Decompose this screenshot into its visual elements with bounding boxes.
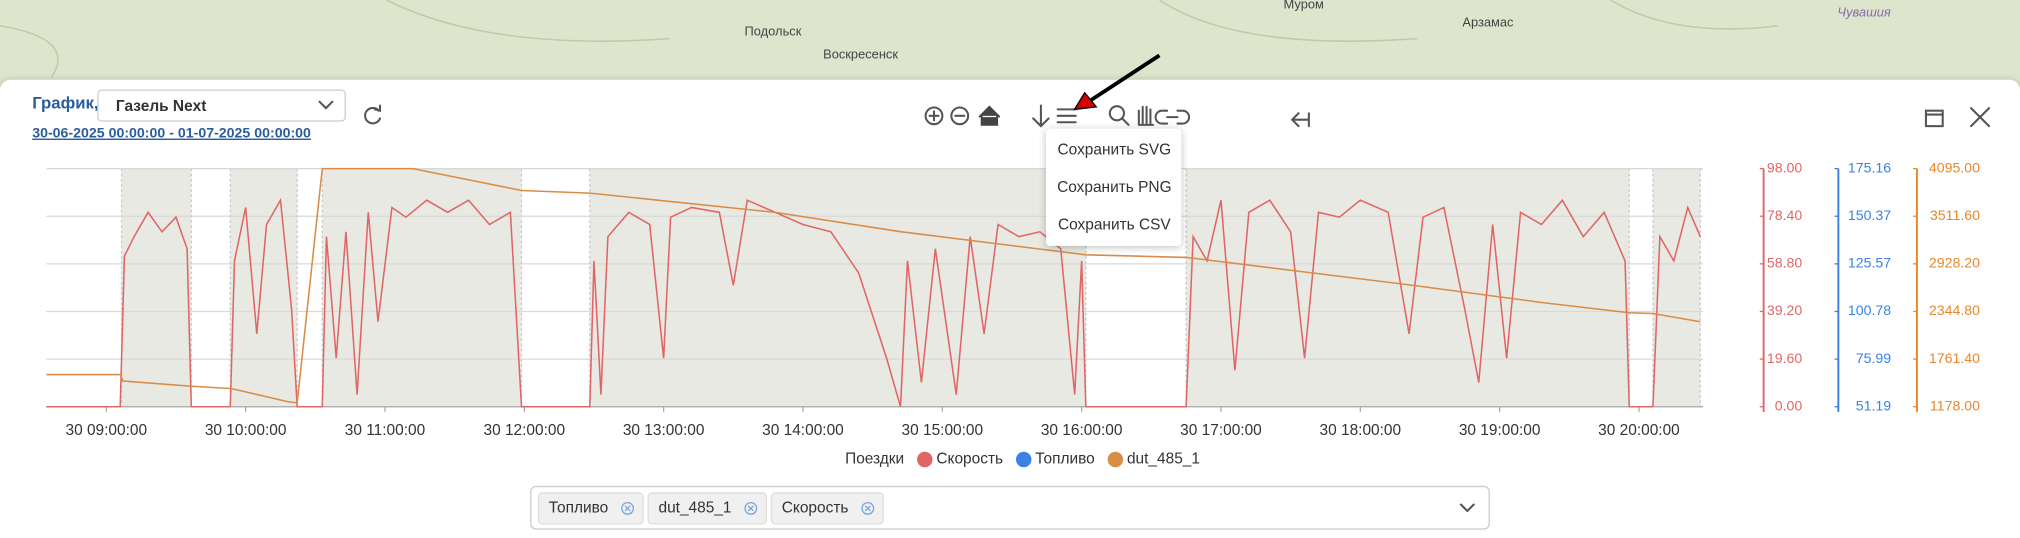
trip-band bbox=[589, 168, 1086, 407]
chip-bg bbox=[647, 492, 767, 525]
export-menu-item[interactable]: Сохранить SVG bbox=[1058, 142, 1172, 159]
zoom-out-button[interactable] bbox=[950, 106, 970, 126]
trip-band bbox=[1652, 168, 1701, 407]
x-tick-label: 30 19:00:00 bbox=[1459, 422, 1541, 439]
y-tick-label: 39.20 bbox=[1767, 303, 1803, 319]
y-tick-label: 150.37 bbox=[1848, 208, 1891, 224]
y-tick-label: 75.99 bbox=[1856, 351, 1892, 367]
chip-bg bbox=[537, 492, 644, 525]
y-tick-label: 98.00 bbox=[1767, 160, 1803, 176]
chip-label: Скорость bbox=[782, 499, 849, 516]
filter-chevron[interactable] bbox=[1459, 503, 1475, 513]
home-button[interactable] bbox=[978, 105, 1001, 126]
x-tick-label: 30 20:00:00 bbox=[1598, 422, 1680, 439]
export-menu-item[interactable]: Сохранить CSV bbox=[1058, 216, 1171, 233]
x-tick-label: 30 18:00:00 bbox=[1320, 422, 1402, 439]
y-tick-label: 125.57 bbox=[1848, 256, 1891, 272]
series-filter[interactable] bbox=[530, 485, 1490, 530]
y-tick-label: 3511.60 bbox=[1930, 208, 1980, 224]
chip-label: Топливо bbox=[549, 499, 608, 516]
y-tick-label: 58.80 bbox=[1767, 256, 1803, 272]
trip-band bbox=[121, 168, 192, 407]
x-tick-label: 30 14:00:00 bbox=[762, 422, 844, 439]
series-line bbox=[46, 197, 1702, 408]
map-label: Арзамас bbox=[1462, 15, 1514, 30]
export-menu-items: Сохранить SVG Сохранить PNG Сохранить CSV bbox=[1057, 142, 1172, 234]
y-tick-label: 2928.20 bbox=[1929, 256, 1980, 272]
y-tick-label: 175.16 bbox=[1848, 160, 1891, 176]
x-tick-label: 30 15:00:00 bbox=[902, 422, 984, 439]
menu-button[interactable] bbox=[1056, 108, 1077, 124]
x-tick-label: 30 17:00:00 bbox=[1180, 422, 1262, 439]
x-tick-label: 30 13:00:00 bbox=[623, 422, 705, 439]
chip-remove-x bbox=[864, 505, 871, 512]
annotation-arrow bbox=[1087, 53, 1161, 104]
y-tick-label: 4095.00 bbox=[1929, 160, 1980, 176]
x-tick-label: 30 09:00:00 bbox=[65, 422, 147, 439]
filter-chip[interactable]: Скорость bbox=[770, 492, 884, 525]
period-link[interactable]: 30-06-2025 00:00:00 - 01-07-2025 00:00:0… bbox=[32, 126, 311, 142]
y-tick-label: 19.60 bbox=[1767, 351, 1803, 367]
download-button[interactable] bbox=[1032, 104, 1050, 128]
zoom-select-button[interactable] bbox=[1108, 105, 1130, 126]
export-menu bbox=[1046, 128, 1182, 246]
close-button[interactable] bbox=[1970, 107, 1991, 128]
legend-label[interactable]: Скорость bbox=[936, 451, 1003, 468]
y-tick-label: 0.00 bbox=[1775, 398, 1803, 414]
legend-marker bbox=[917, 451, 933, 468]
chip-remove-x bbox=[747, 505, 754, 512]
vehicle-name: Газель Next bbox=[116, 98, 206, 115]
y-tick-label: 2344.80 bbox=[1929, 303, 1980, 319]
legend-label[interactable]: dut_485_1 bbox=[1127, 451, 1200, 468]
legend-marker bbox=[1107, 451, 1124, 468]
legend-label[interactable]: Поездки bbox=[845, 451, 904, 468]
export-button[interactable] bbox=[1291, 112, 1310, 128]
select-chevron bbox=[318, 100, 334, 110]
map-label: Чувашия bbox=[1837, 4, 1891, 19]
map-labels: Подольск Воскресенск Муром Арзамас Чувашия bbox=[745, 0, 1891, 62]
chip-bg bbox=[770, 492, 884, 525]
filter-chip[interactable]: Топливо bbox=[537, 492, 644, 525]
link-button[interactable] bbox=[1154, 109, 1191, 125]
zoom-in-button[interactable] bbox=[924, 106, 944, 126]
legend-marker bbox=[1015, 451, 1032, 468]
y-tick-label: 100.78 bbox=[1848, 303, 1891, 319]
trip-band bbox=[230, 168, 298, 407]
y-tick-label: 1178.00 bbox=[1930, 398, 1980, 414]
x-tick-label: 30 11:00:00 bbox=[345, 422, 425, 439]
chip-remove-x bbox=[624, 505, 631, 512]
x-tick-label: 30 10:00:00 bbox=[205, 422, 287, 439]
legend-label[interactable]: Топливо bbox=[1035, 451, 1094, 468]
map-roads bbox=[0, 0, 1778, 78]
plot: 0.00 19.60 39.20 58.80 78.40 98.00 51.19 75.99 1… bbox=[46, 160, 1980, 468]
x-tick-label: 30 16:00:00 bbox=[1041, 422, 1123, 439]
chip-remove[interactable] bbox=[621, 501, 635, 515]
y-tick-label: 1761.40 bbox=[1929, 351, 1980, 367]
map-label: Подольск bbox=[745, 24, 802, 39]
filter-chip[interactable]: dut_485_1 bbox=[647, 492, 767, 525]
map-label: Воскресенск bbox=[823, 47, 898, 62]
chip-remove[interactable] bbox=[744, 501, 758, 515]
annotation-arrowhead bbox=[1073, 91, 1098, 111]
maximize-button[interactable] bbox=[1924, 109, 1944, 128]
x-tick-label: 30 12:00:00 bbox=[484, 422, 566, 439]
vehicle-select[interactable] bbox=[97, 89, 346, 122]
map-label: Муром bbox=[1284, 0, 1324, 12]
y-tick-label: 51.19 bbox=[1856, 398, 1892, 414]
y-tick-label: 78.40 bbox=[1767, 208, 1803, 224]
refresh-button[interactable] bbox=[364, 104, 382, 125]
panel-title: График, bbox=[32, 94, 98, 113]
series-line bbox=[46, 167, 1701, 404]
filter-chips: Топливо dut_485_1 Скорость bbox=[537, 492, 884, 525]
trip-band bbox=[1186, 168, 1630, 407]
chip-remove[interactable] bbox=[861, 501, 875, 515]
export-menu-item[interactable]: Сохранить PNG bbox=[1057, 179, 1172, 196]
pan-button[interactable] bbox=[1137, 105, 1155, 126]
chip-label: dut_485_1 bbox=[658, 499, 731, 516]
